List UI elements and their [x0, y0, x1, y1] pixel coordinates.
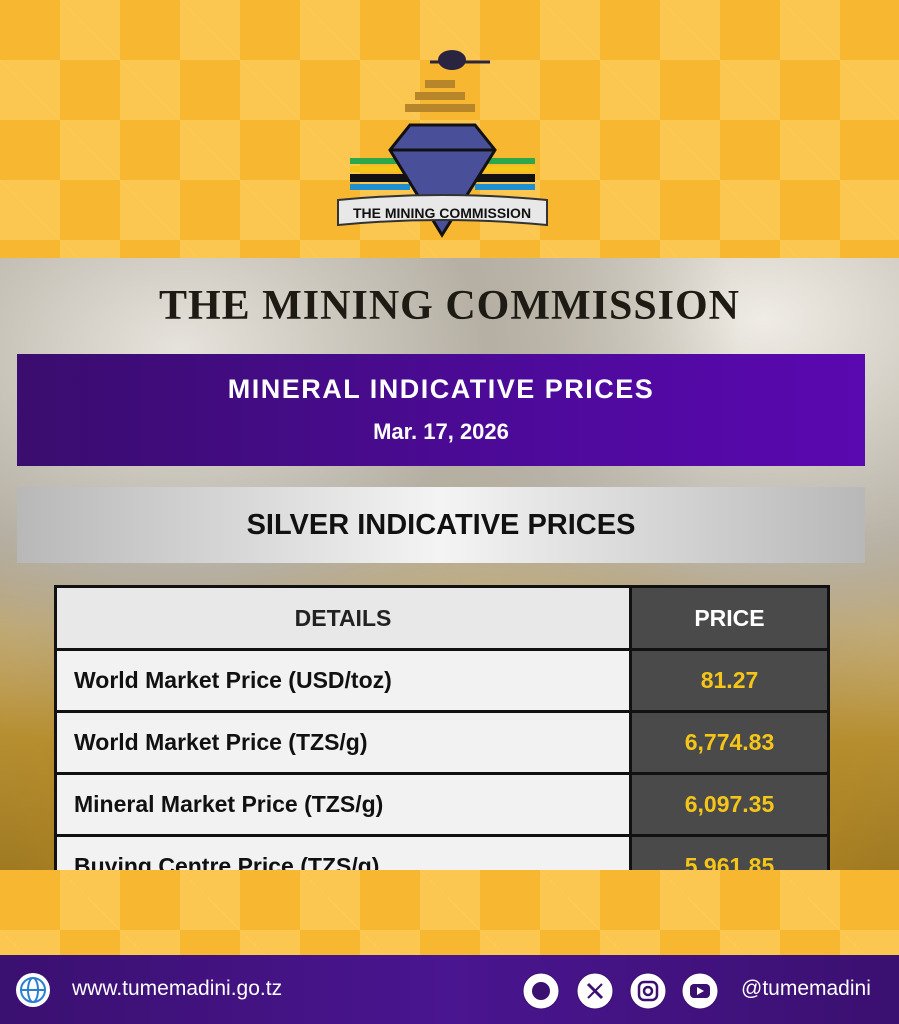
detail-cell: Mineral Market Price (TZS/g): [54, 772, 632, 837]
header-date: Mar. 17, 2026: [373, 419, 509, 444]
title: THE MINING COMMISSION: [158, 283, 741, 329]
price-cell: 6,097.35: [629, 772, 830, 837]
logo-banner: THE MINING COMMISSION: [353, 205, 531, 221]
logo: THE MINING COMMISSION: [337, 50, 548, 238]
background-pattern: [0, 870, 899, 955]
price-table: DETAILS PRICE World Market Price (USD/to…: [54, 585, 830, 899]
table-row: World Market Price (USD/toz) 81.27: [54, 648, 830, 713]
detail-cell: World Market Price (USD/toz): [54, 648, 632, 713]
price-cell: 81.27: [629, 648, 830, 713]
table-row: Mineral Market Price (TZS/g) 6,097.35: [54, 772, 830, 837]
column-header: DETAILS: [54, 585, 632, 651]
section-title: SILVER INDICATIVE PRICES: [17, 487, 865, 563]
header-title: MINERAL INDICATIVE PRICES: [227, 374, 655, 404]
website[interactable]: www.tumemadini.go.tz: [72, 977, 283, 1000]
footer: www.tumemadini.go.tz @tumemadini: [0, 955, 899, 1024]
price-cell: 6,774.83: [629, 710, 830, 775]
social-handle[interactable]: @tumemadini: [741, 977, 871, 1000]
table-row: World Market Price (TZS/g) 6,774.83: [54, 710, 830, 775]
detail-cell: World Market Price (TZS/g): [54, 710, 632, 775]
social-icons: [522, 972, 719, 1010]
header-banner: MINERAL INDICATIVE PRICES Mar. 17, 2026: [17, 354, 865, 466]
column-header: PRICE: [629, 585, 830, 651]
globe-icon: [16, 973, 50, 1007]
instagram-icon[interactable]: [629, 972, 667, 1010]
table-header: DETAILS PRICE: [54, 585, 830, 651]
